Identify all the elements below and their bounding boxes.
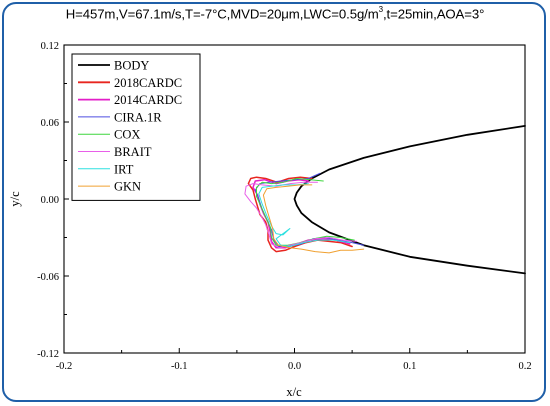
x-tick-label: 0.1 — [403, 361, 416, 372]
x-tick-label: 0.0 — [288, 361, 301, 372]
title-lwc: 0.5g/m — [338, 6, 379, 22]
legend-label: COX — [114, 128, 140, 142]
y-tick-label: 0.06 — [41, 118, 59, 129]
legend-label: 2018CARDC — [114, 76, 182, 90]
y-tick-label: 0.12 — [41, 41, 59, 52]
legend: BODY 2018CARDC 2014CARDC CIRA.1R COX BRAIT IRT… — [71, 53, 201, 201]
legend-label: IRT — [114, 162, 134, 176]
x-axis-label: x/c — [286, 385, 302, 399]
title-altitude: 457m — [82, 6, 116, 22]
title-aoa: 3° — [471, 6, 485, 22]
ticks-layer: -0.2 -0.1 0.0 0.1 0.2 0.12 0.06 0.00 -0.06 -0.12 — [37, 41, 531, 372]
title-temperature: -7°C — [200, 6, 227, 22]
y-tick-label: -0.12 — [37, 349, 59, 360]
series-line-irt — [258, 183, 351, 247]
y-tick-label: -0.06 — [37, 272, 59, 283]
legend-label: BODY — [114, 59, 149, 73]
legend-label: GKN — [114, 180, 141, 194]
legend-box — [71, 53, 201, 201]
legend-label: CIRA.1R — [114, 110, 162, 124]
x-tick-label: -0.1 — [171, 361, 188, 372]
title-mvd: 20μm — [266, 6, 300, 22]
title-velocity: 67.1m/s — [135, 6, 182, 22]
title-time: 25min — [397, 6, 434, 22]
series-line-gkn — [262, 184, 365, 254]
title-lwc-exponent: 3 — [378, 5, 383, 14]
legend-label: 2014CARDC — [114, 93, 182, 107]
x-tick-label: 0.2 — [518, 361, 531, 372]
chart-title: H=457m,V=67.1m/s,T=-7°C,MVD=20μm,LWC=0.5… — [65, 5, 485, 22]
series-layer — [244, 125, 526, 275]
y-axis-label: y/c — [8, 191, 22, 207]
x-tick-label: -0.2 — [56, 361, 73, 372]
series-line-brait — [244, 181, 358, 249]
y-tick-label: 0.00 — [41, 195, 59, 206]
legend-label: BRAIT — [114, 145, 152, 159]
series-line-body — [293, 125, 526, 275]
